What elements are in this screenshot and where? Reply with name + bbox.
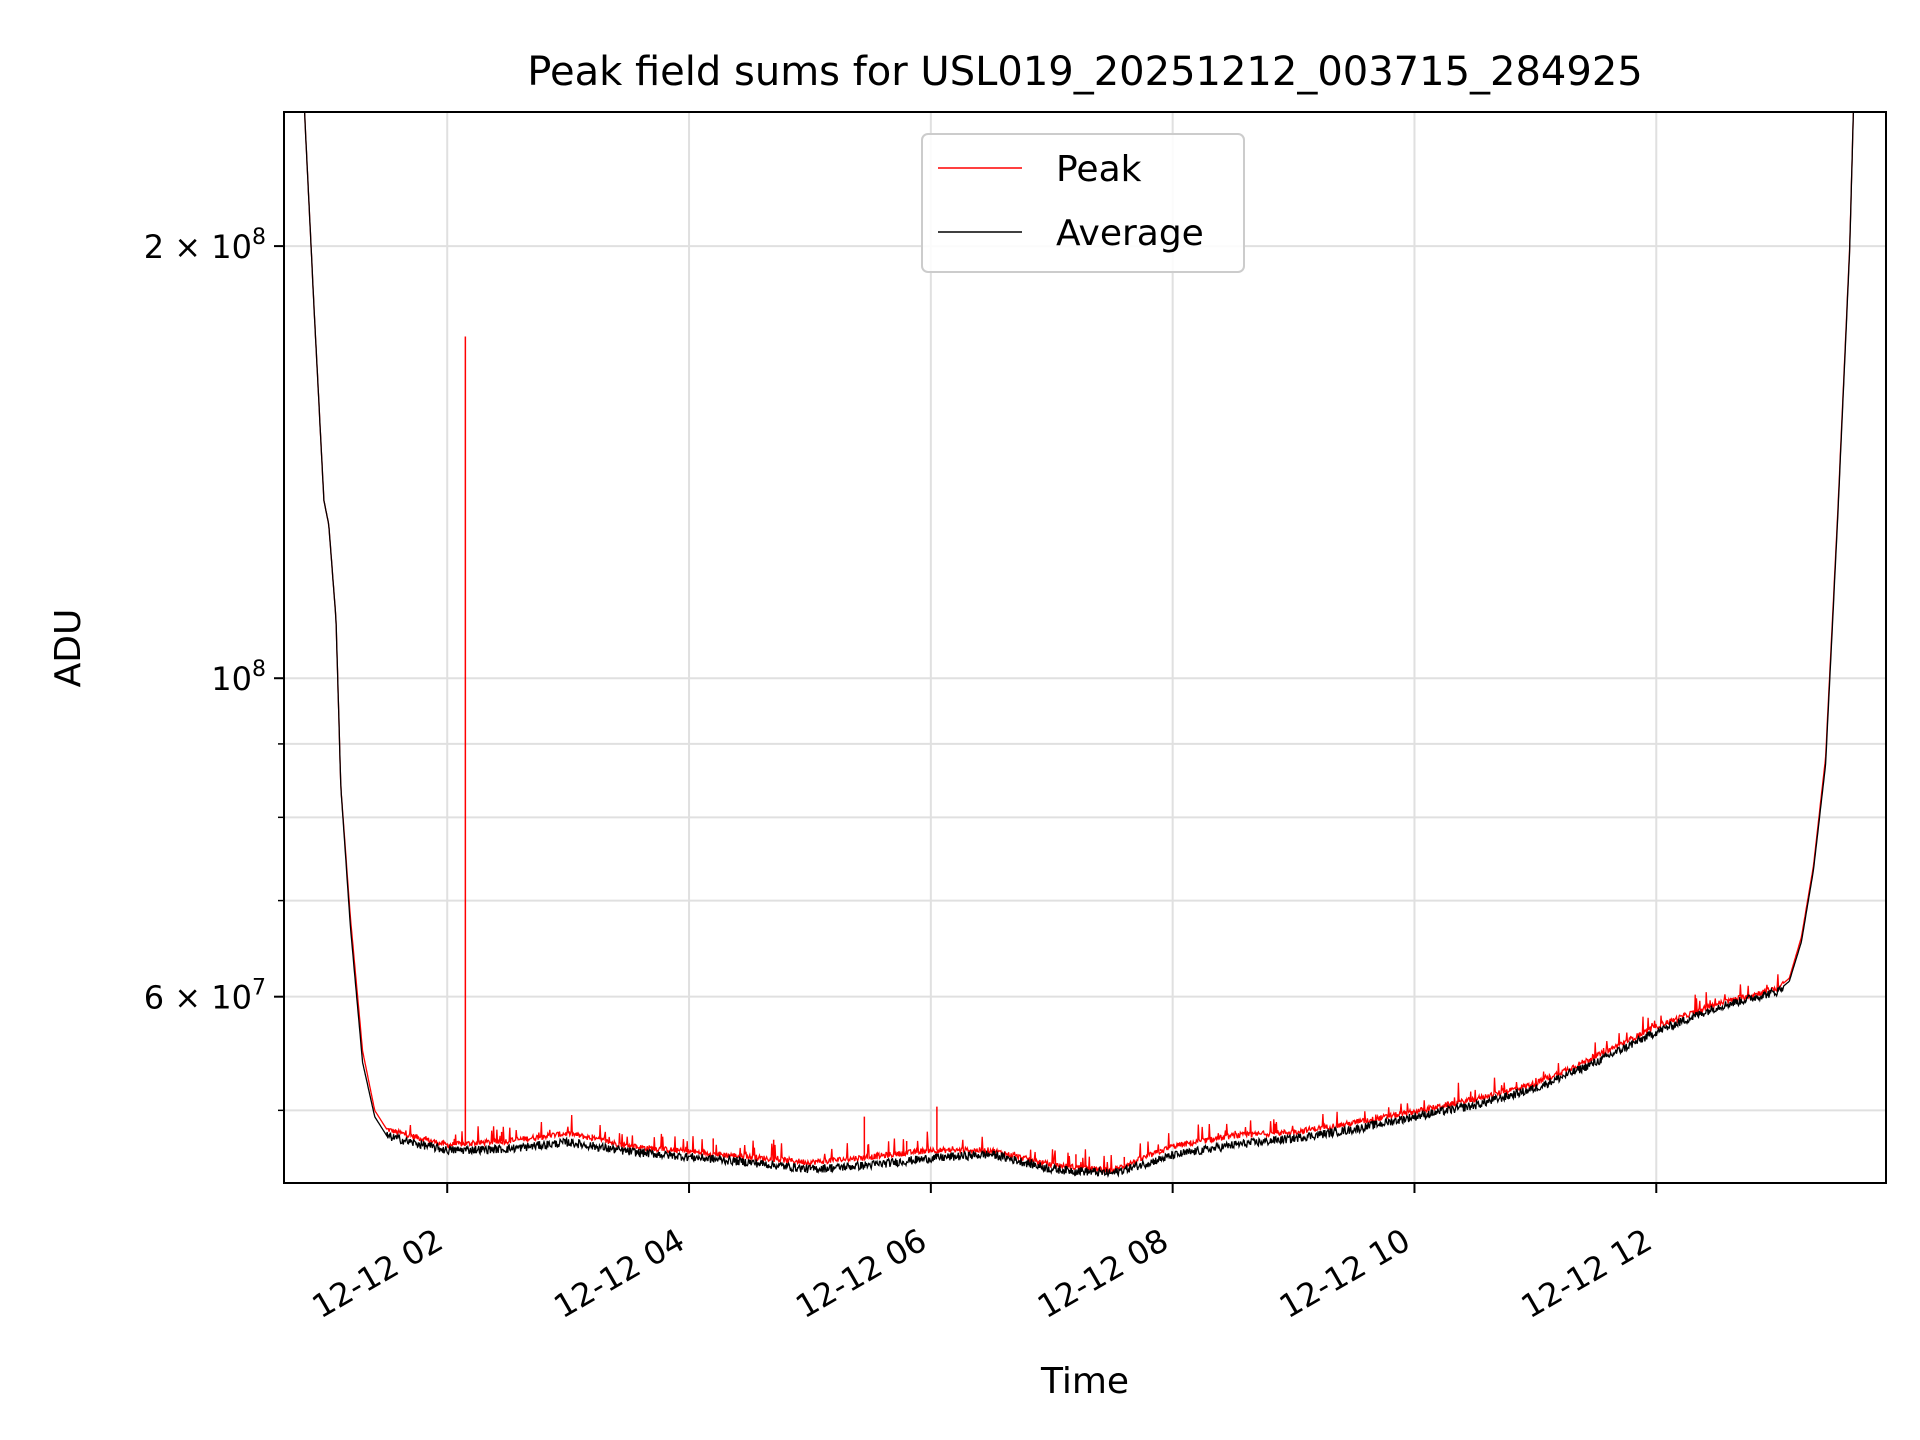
y-tick-label: 2 × 108 <box>144 225 266 266</box>
legend-peak-label: Peak <box>1056 149 1142 190</box>
grid <box>284 112 1886 1183</box>
series-line-average <box>303 112 1855 1178</box>
y-axis-label: ADU <box>48 609 89 688</box>
legend: Peak Average <box>921 133 1245 273</box>
series-line-peak <box>303 112 1855 1175</box>
y-tick-label: 6 × 107 <box>144 976 266 1017</box>
legend-average-label: Average <box>1056 213 1204 254</box>
x-axis-label: Time <box>1040 1361 1129 1402</box>
series <box>303 112 1855 1178</box>
chart-title: Peak field sums for USL019_20251212_0037… <box>527 49 1642 95</box>
y-tick-label: 108 <box>211 657 266 698</box>
plot-frame <box>283 111 1887 1184</box>
